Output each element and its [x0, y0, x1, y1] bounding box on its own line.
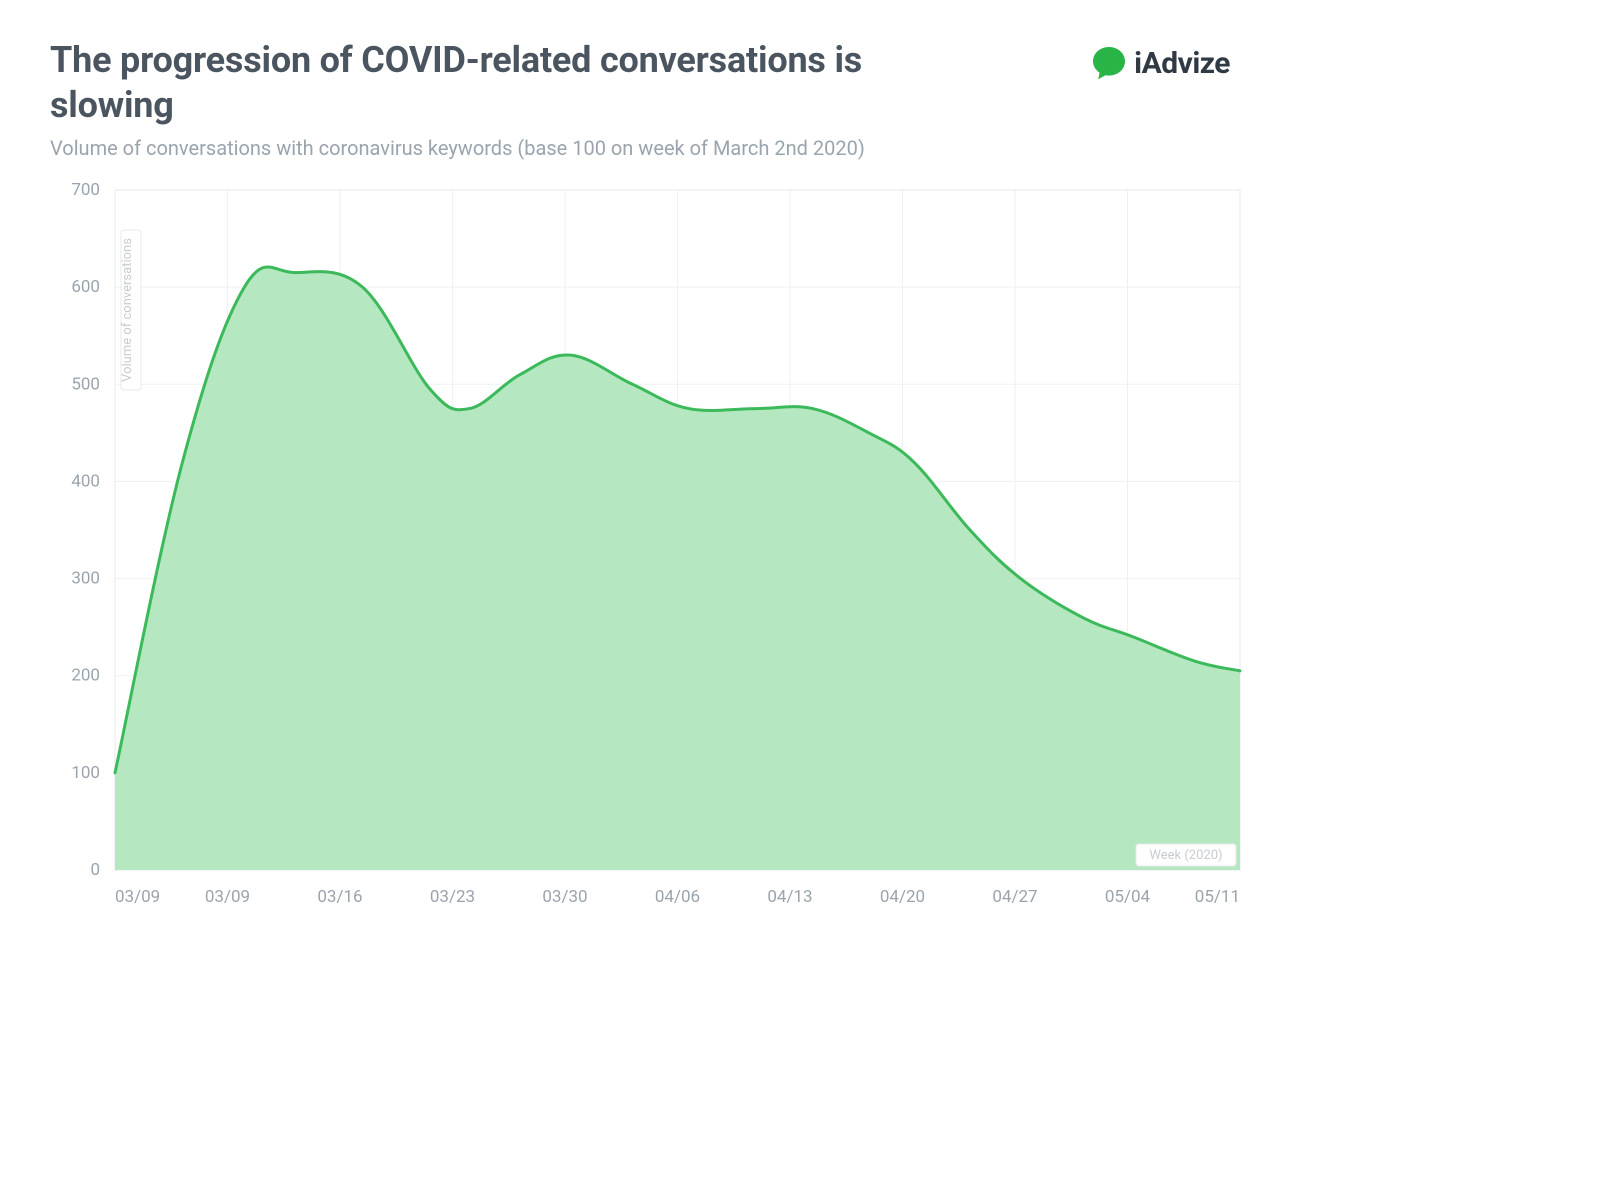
x-tick-label: 03/09 — [205, 887, 250, 907]
x-axis-title: Week (2020) — [1149, 848, 1222, 863]
x-tick-label: 04/06 — [655, 887, 700, 907]
chart-subtitle: Volume of conversations with coronavirus… — [50, 136, 950, 160]
y-tick-label: 200 — [71, 666, 100, 686]
chart-title: The progression of COVID-related convers… — [50, 38, 950, 128]
x-tick-label: 05/11 — [1195, 887, 1240, 907]
title-block: The progression of COVID-related convers… — [50, 38, 950, 160]
x-tick-label: 03/23 — [430, 887, 475, 907]
y-tick-label: 400 — [71, 471, 100, 491]
y-tick-label: 600 — [71, 277, 100, 297]
x-tick-label: 04/13 — [767, 887, 812, 907]
y-tick-label: 300 — [71, 569, 100, 589]
brand-logo: iAdvize — [1090, 44, 1230, 82]
header: The progression of COVID-related convers… — [50, 38, 1230, 160]
y-axis-title: Volume of conversations — [120, 238, 135, 382]
y-tick-label: 500 — [71, 374, 100, 394]
x-tick-label: 04/27 — [992, 887, 1037, 907]
x-tick-label: 03/16 — [317, 887, 362, 907]
chart-area: 0 100 200 300 400 500 600 700 03/09 03/09 03/16 03/… — [50, 175, 1250, 926]
area-chart-svg: 0 100 200 300 400 500 600 700 03/09 03/09 03/16 03/… — [50, 175, 1250, 925]
x-tick-label: 03/30 — [542, 887, 587, 907]
y-tick-label: 0 — [90, 860, 100, 880]
x-tick-label: 05/04 — [1105, 887, 1151, 907]
y-tick-label: 100 — [71, 763, 100, 783]
brand-name: iAdvize — [1134, 46, 1230, 81]
chart-card: The progression of COVID-related convers… — [0, 0, 1280, 956]
speech-bubble-icon — [1090, 44, 1128, 82]
x-tick-label: 03/09 — [115, 887, 160, 907]
y-tick-label: 700 — [71, 180, 100, 200]
x-tick-label: 04/20 — [880, 887, 925, 907]
